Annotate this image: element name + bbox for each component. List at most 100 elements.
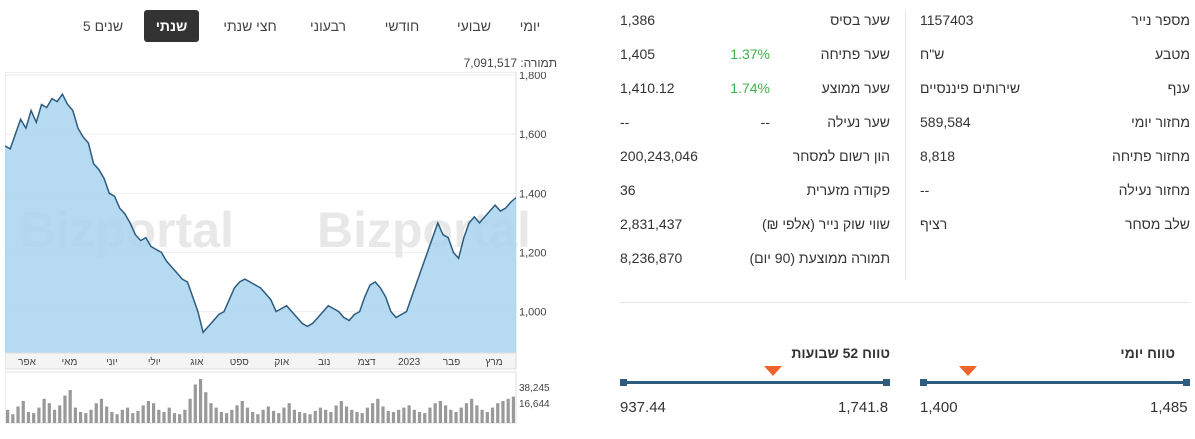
volume-tick-label: 38,245 xyxy=(519,383,550,394)
tab-monthly[interactable]: חודשי xyxy=(384,18,420,34)
volume-bar xyxy=(329,412,333,423)
volume-bar xyxy=(47,403,51,423)
volume-bar xyxy=(423,413,427,423)
volume-bar xyxy=(339,401,343,423)
volume-bar xyxy=(402,407,406,423)
volume-bar xyxy=(84,413,88,423)
volume-bar xyxy=(178,414,182,423)
range-daily-marker xyxy=(958,366,977,376)
volume-bar xyxy=(292,409,296,423)
info-value: 589,584 xyxy=(920,114,971,130)
volume-bar xyxy=(397,409,401,423)
volume-bar xyxy=(496,403,500,423)
info-label: מטבע xyxy=(1155,46,1190,62)
x-tick-label: יוני xyxy=(106,357,118,368)
info-value: רציף xyxy=(920,216,948,232)
volume-bar xyxy=(68,390,72,423)
volume-bar xyxy=(313,410,317,423)
range-daily-title: טווח יומי xyxy=(1120,345,1175,361)
info-value: 2,831,437 xyxy=(620,216,683,232)
volume-bar xyxy=(73,407,77,423)
volume-bar xyxy=(214,407,218,423)
info-label: הון רשום למסחר xyxy=(792,148,890,164)
volume-bar xyxy=(193,384,197,423)
x-tick-label: נוב xyxy=(318,357,331,368)
x-axis-band xyxy=(4,352,517,370)
tab-half-yearly[interactable]: חצי שנתי xyxy=(223,18,277,34)
tab-yearly[interactable]: שנתי xyxy=(144,10,199,42)
range-daily-bar xyxy=(923,381,1187,384)
volume-bar xyxy=(230,409,234,423)
volume-bar xyxy=(115,414,119,423)
volume-bar xyxy=(355,412,359,423)
volume-bar xyxy=(6,409,10,423)
tab-5-years[interactable]: 5 שנים xyxy=(82,18,124,34)
volume-bar xyxy=(318,407,323,423)
volume-bar xyxy=(266,406,270,423)
volume-bar xyxy=(511,396,515,423)
y-tick-label: 1,400 xyxy=(519,188,547,200)
info-label: ענף xyxy=(1167,80,1190,96)
x-tick-label: פבר xyxy=(443,357,460,368)
range-52-marker xyxy=(764,366,783,376)
volume-bar xyxy=(334,405,338,423)
info-change: -- xyxy=(760,114,770,130)
volume-bar xyxy=(32,413,36,423)
info-label: שער בסיס xyxy=(830,12,890,28)
price-chart[interactable]: Bizportal Bizportal 1,8001,6001,4001,200… xyxy=(4,70,557,427)
volume-bar xyxy=(344,406,349,423)
volume-bar xyxy=(245,407,250,423)
range-daily-low: 1,400 xyxy=(920,399,958,416)
range-52-bar xyxy=(623,381,887,384)
y-tick-label: 1,600 xyxy=(519,129,547,141)
x-tick-label: אוג xyxy=(190,357,204,368)
volume-bar xyxy=(162,412,166,423)
volume-bar xyxy=(324,409,328,423)
x-tick-label: ספט xyxy=(230,357,250,368)
volume-bar xyxy=(381,406,385,423)
info-label: שער נעילה xyxy=(827,114,890,130)
tab-quarterly[interactable]: רבעוני xyxy=(309,18,347,34)
y-tick-label: 1,000 xyxy=(519,307,547,319)
x-tick-label: מאי xyxy=(62,357,78,368)
info-value: 8,818 xyxy=(920,148,956,164)
x-tick-label: אפר xyxy=(18,357,36,368)
volume-bar xyxy=(11,414,15,423)
volume-bar xyxy=(360,413,364,423)
volume-bar xyxy=(449,409,453,423)
tab-weekly[interactable]: שבועי xyxy=(456,18,491,34)
volume-bar xyxy=(501,401,505,423)
volume-bar xyxy=(298,412,302,423)
volume-bar xyxy=(444,405,448,423)
volume-bar xyxy=(204,392,208,423)
volume-bar xyxy=(490,407,495,423)
volume-bar xyxy=(454,412,458,423)
info-value: 8,236,870 xyxy=(620,250,683,266)
volume-bar xyxy=(470,398,474,423)
y-tick-label: 1,200 xyxy=(519,247,547,259)
x-tick-label: יולי xyxy=(148,356,161,368)
volume-bar xyxy=(157,409,161,423)
volume-bar xyxy=(188,398,192,423)
info-value: 1,386 xyxy=(620,12,656,28)
volume-bar xyxy=(506,398,510,423)
volume-bar xyxy=(282,407,286,423)
info-label: תמורה ממוצעת (90 יום) xyxy=(749,250,890,266)
info-value: 1157403 xyxy=(920,12,974,28)
range-52-cap-left xyxy=(620,379,627,386)
volume-bar xyxy=(261,409,265,423)
info-label: מחזור פתיחה xyxy=(1111,148,1190,164)
info-divider xyxy=(905,10,906,280)
tab-daily[interactable]: יומי xyxy=(519,18,541,34)
volume-bar xyxy=(52,409,57,423)
volume-bar xyxy=(459,407,463,423)
range-daily-high: 1,485 xyxy=(1150,399,1188,416)
info-value: -- xyxy=(620,114,630,130)
volume-bar xyxy=(277,413,281,423)
volume-bar xyxy=(79,412,83,423)
info-label: שער ממוצע xyxy=(821,80,890,96)
volume-bar xyxy=(21,401,25,423)
volume-bar xyxy=(464,403,469,423)
volume-bar xyxy=(89,409,93,423)
turnover-label: תמורה: 7,091,517 xyxy=(463,56,557,70)
